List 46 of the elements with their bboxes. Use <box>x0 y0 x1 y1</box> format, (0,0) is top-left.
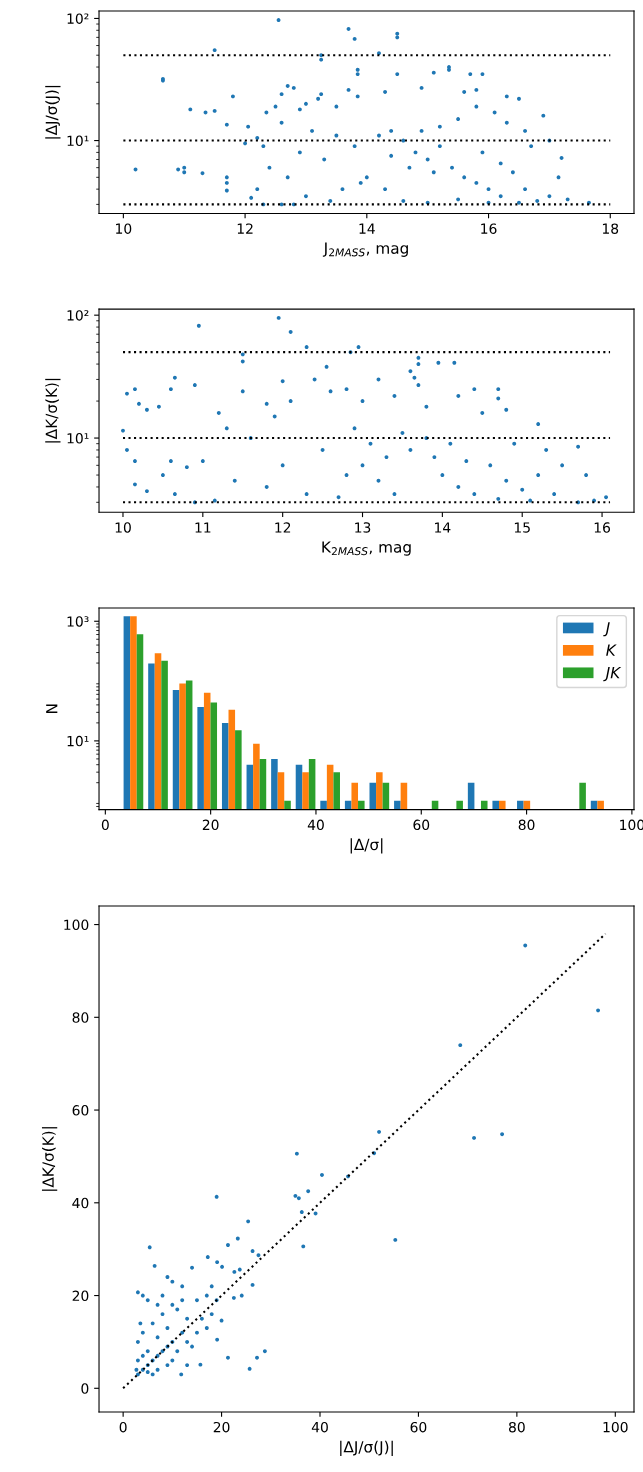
x-tick-label: 60 <box>410 1421 427 1433</box>
x-tick-label: 40 <box>307 819 324 831</box>
x-tick-label: 16 <box>594 522 611 533</box>
x-tick-label: 80 <box>518 819 535 831</box>
x-tick-label: 13 <box>355 522 371 533</box>
y-axis-title: |ΔK/σ(K)| <box>45 378 61 443</box>
y-axis-title: |ΔJ/σ(J)| <box>45 85 61 139</box>
legend-label: JK <box>603 667 622 682</box>
x-tick-label: 12 <box>275 522 291 533</box>
x-tick-label: 10 <box>115 522 131 533</box>
y-tick-label: 80 <box>72 1012 89 1023</box>
x-tick-label: 0 <box>101 819 109 831</box>
y-tick-label: 10¹ <box>67 735 89 747</box>
x-tick-label: 20 <box>202 819 219 831</box>
y-axis-title: N <box>46 704 58 713</box>
x-axis-title: J$_{2MASS}$, mag <box>322 242 408 257</box>
x-tick-label: 20 <box>213 1421 230 1433</box>
y-tick-label: 0 <box>81 1383 89 1394</box>
x-tick-label: 40 <box>311 1421 328 1433</box>
x-tick-label: 16 <box>481 223 497 234</box>
x-axis-title: |ΔJ/σ(J)| <box>340 1440 393 1456</box>
x-tick-label: 15 <box>514 522 530 533</box>
x-tick-label: 10 <box>116 223 132 234</box>
x-tick-label: 14 <box>359 223 375 234</box>
x-tick-label: 12 <box>237 223 253 234</box>
y-tick-label: 10¹ <box>67 433 89 444</box>
x-tick-label: 80 <box>508 1421 525 1433</box>
legend-label: K <box>606 644 617 656</box>
x-tick-label: 60 <box>413 819 430 831</box>
x-tick-label: 0 <box>119 1421 127 1433</box>
y-tick-label: 40 <box>72 1197 89 1209</box>
y-axis-title: |ΔK/σ(K)| <box>41 1127 58 1191</box>
x-tick-label: 11 <box>195 522 211 533</box>
legend-label: J <box>603 622 610 637</box>
y-tick-label: 100 <box>64 919 89 931</box>
y-tick-label: 10² <box>67 310 89 321</box>
y-tick-label: 10¹ <box>67 135 89 147</box>
x-axis-title: |Δ/σ| <box>350 838 383 854</box>
x-tick-label: 14 <box>435 522 451 533</box>
y-tick-label: 20 <box>72 1290 89 1302</box>
x-tick-label: 100 <box>603 1421 628 1433</box>
y-tick-label: 10³ <box>67 616 89 627</box>
x-tick-label: 18 <box>602 223 619 234</box>
y-tick-label: 60 <box>72 1105 89 1116</box>
y-tick-label: 10² <box>67 13 89 24</box>
x-axis-title: K$_{2MASS}$, mag <box>322 541 411 556</box>
